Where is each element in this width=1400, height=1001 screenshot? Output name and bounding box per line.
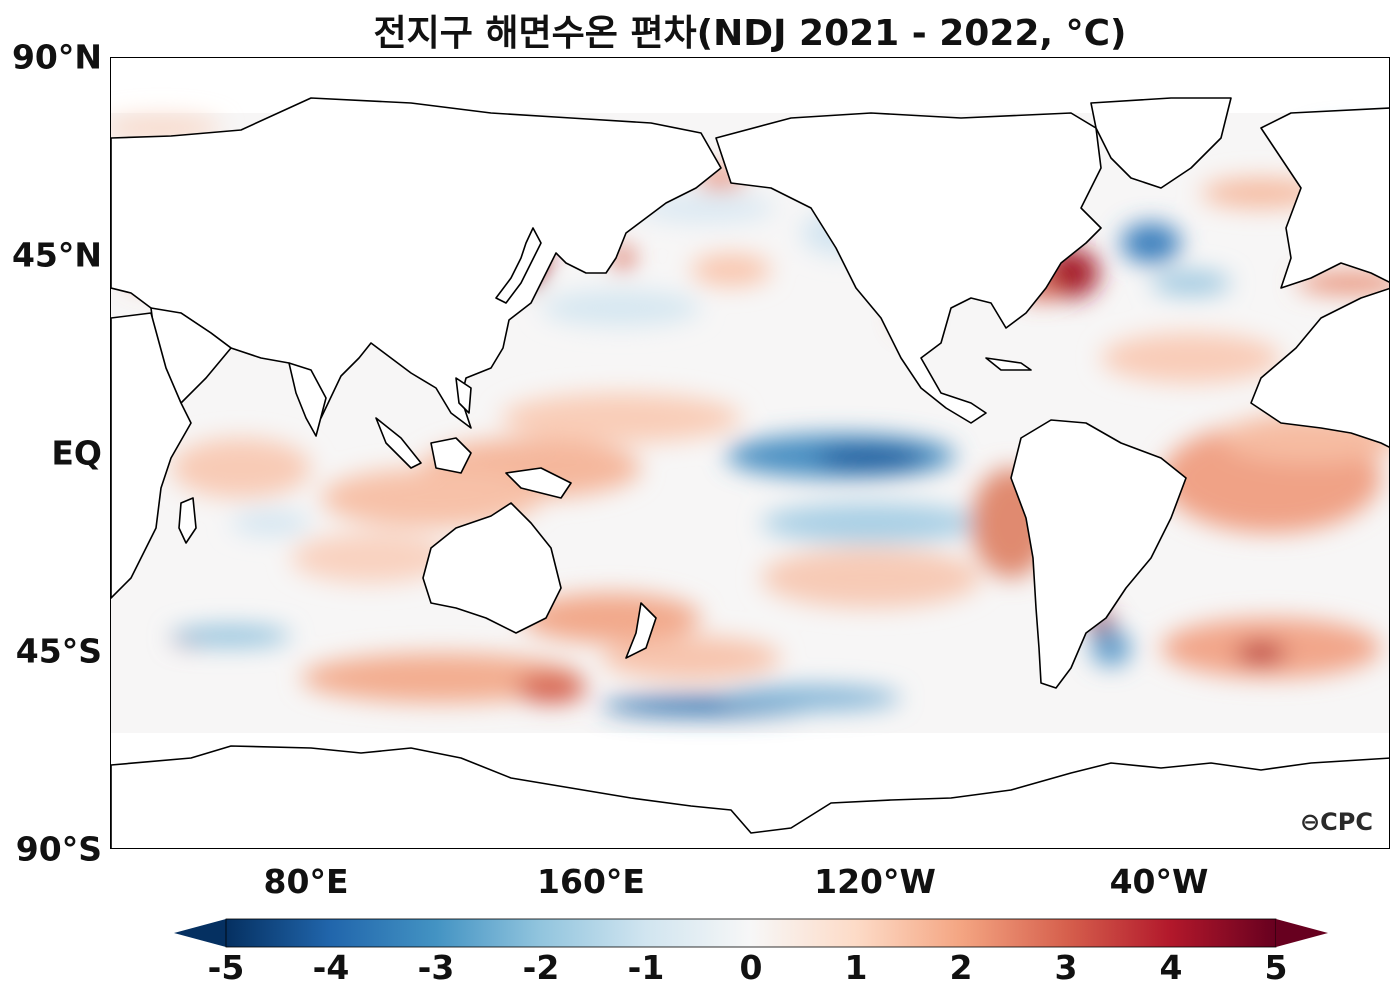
lat-label-90n: 90°N <box>11 37 102 77</box>
lon-label-80e: 80°E <box>263 862 349 901</box>
logo-text: CPC <box>1320 808 1373 836</box>
anomaly-patch <box>691 254 771 286</box>
map-title: 전지구 해면수온 편차(NDJ 2021 - 2022, °C) <box>373 13 1127 54</box>
colorbar-tick: -2 <box>522 948 560 987</box>
anomaly-patch <box>761 503 981 543</box>
sst-anomaly-map <box>110 57 1390 849</box>
lon-label-160e: 160°E <box>537 862 645 901</box>
borneo-land <box>430 437 472 474</box>
anomaly-patch <box>601 636 781 680</box>
lat-label-45n: 45°N <box>11 235 102 275</box>
anomaly-patch <box>171 626 291 646</box>
africa-land <box>111 312 192 599</box>
colorbar-tick: -5 <box>207 948 245 987</box>
philippines-land <box>455 377 472 414</box>
sumatra-land <box>375 417 422 469</box>
anomaly-patch <box>816 446 926 470</box>
anomaly-patch <box>1201 178 1321 208</box>
eurasia-land <box>111 97 722 429</box>
new-zealand-land <box>625 602 657 659</box>
land-masses <box>111 97 1389 848</box>
colorbar-tick: 2 <box>949 948 973 987</box>
colorbar-tick: 0 <box>739 948 763 987</box>
colorbar-bar <box>225 918 1277 948</box>
lat-label-90s: 90°S <box>15 829 102 869</box>
lat-label-45s: 45°S <box>15 631 102 671</box>
cuba-land <box>985 357 1032 371</box>
anomaly-patch <box>1236 643 1286 663</box>
anomaly-patch <box>521 593 701 643</box>
anomaly-patch <box>1121 223 1181 263</box>
anomaly-patch <box>291 533 451 583</box>
anomaly-patch <box>301 653 581 703</box>
colorbar-tick: 1 <box>844 948 868 987</box>
anomaly-patch <box>721 686 901 710</box>
colorbar-tick: -3 <box>417 948 455 987</box>
colorbar-tick: -1 <box>627 948 665 987</box>
anomaly-patch <box>761 548 981 608</box>
lat-label-eq: EQ <box>51 433 102 473</box>
japan-land <box>495 227 542 304</box>
lon-label-120w: 120°W <box>814 862 936 901</box>
anomaly-patch <box>321 468 541 528</box>
colorbar-extend-low <box>174 919 226 947</box>
anomaly-patch <box>1101 333 1281 383</box>
north-america-land <box>715 112 1102 424</box>
logo-mark-icon: ⊖ <box>1300 808 1321 836</box>
colorbar-tick: 4 <box>1159 948 1183 987</box>
europe-right-land <box>1260 107 1389 289</box>
cpc-logo: ⊖CPC <box>1300 808 1373 836</box>
colorbar-tick: 3 <box>1054 948 1078 987</box>
anomaly-patch <box>501 393 741 443</box>
colorbar-extend-high <box>1276 919 1328 947</box>
south-america-land <box>1010 419 1187 689</box>
colorbar <box>174 918 1328 948</box>
anomaly-patch <box>171 438 311 498</box>
greenland-land <box>1090 97 1232 189</box>
map-canvas <box>111 97 1389 848</box>
antarctica-land <box>111 745 1389 848</box>
anomaly-patch <box>516 673 586 703</box>
india-land <box>288 362 327 437</box>
lon-label-40w: 40°W <box>1109 862 1209 901</box>
colorbar-tick: -4 <box>312 948 350 987</box>
anomaly-patch <box>231 511 311 535</box>
colorbar-tick: 5 <box>1264 948 1288 987</box>
new-guinea-land <box>505 467 572 499</box>
west-africa-right-land <box>1250 287 1389 448</box>
australia-land <box>422 502 562 634</box>
anomaly-patch <box>1296 273 1389 293</box>
anomaly-patch <box>541 290 701 326</box>
anomaly-patch <box>1151 271 1231 295</box>
madagascar-land <box>178 497 197 544</box>
anomaly-patch <box>1091 630 1131 666</box>
